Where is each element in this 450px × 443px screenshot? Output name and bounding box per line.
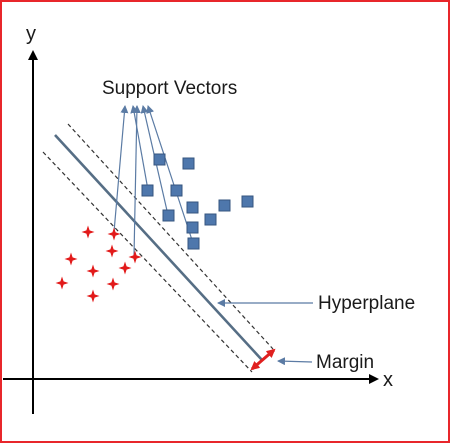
star-point <box>64 252 78 266</box>
star-point <box>118 261 132 275</box>
star-point <box>106 277 120 291</box>
square-point <box>141 184 154 197</box>
square-point <box>162 209 175 222</box>
support-vector-pointers <box>113 105 194 257</box>
square-point <box>204 213 217 226</box>
margin-pointer-arrow <box>277 357 313 366</box>
star-point <box>86 289 100 303</box>
star-point <box>81 225 95 239</box>
pointer-arrow <box>146 105 194 244</box>
square-point <box>241 195 254 208</box>
square-point <box>170 184 183 197</box>
square-point <box>153 153 166 166</box>
square-point <box>182 157 195 170</box>
star-point <box>86 264 100 278</box>
square-point <box>218 199 231 212</box>
margin-label: Margin <box>316 352 374 373</box>
hyperplane-label: Hyperplane <box>318 293 415 314</box>
pointer-arrow <box>130 105 149 191</box>
hyperplane-line <box>54 134 263 361</box>
lower-margin-line <box>42 151 253 373</box>
square-point <box>186 201 199 214</box>
x-axis-label: x <box>383 369 393 391</box>
star-point <box>105 244 119 258</box>
pointer-arrow <box>113 105 129 233</box>
square-point <box>187 237 200 250</box>
y-axis-label: y <box>26 23 36 45</box>
star-point <box>128 250 142 264</box>
support-vectors-label: Support Vectors <box>102 78 237 99</box>
star-point <box>107 227 121 241</box>
star-class-points <box>55 225 142 303</box>
upper-margin-line <box>67 123 274 350</box>
square-class-points <box>141 153 254 250</box>
margin-double-arrow <box>250 348 276 371</box>
star-point <box>55 276 69 290</box>
square-point <box>186 221 199 234</box>
pointer-arrow <box>132 105 141 257</box>
